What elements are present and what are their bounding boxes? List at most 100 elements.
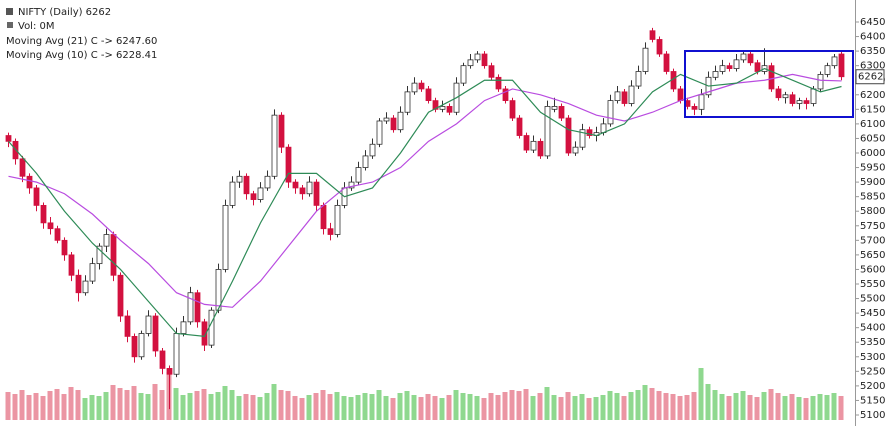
candle-body [467,59,474,67]
candle-body [243,175,250,195]
volume-bar [376,390,382,420]
volume-bar [565,392,571,420]
candle-body [152,315,159,352]
candle-body [544,106,551,157]
volume-bar [180,395,186,420]
moving-average-line [8,67,842,338]
volume-bar [369,394,375,420]
last-price-label: 6262 [858,72,883,83]
volume-bar [656,391,662,420]
candle-body [614,91,621,102]
volume-bar [89,395,95,420]
candle-body [355,167,362,183]
moving-average-line [8,73,842,308]
candle-body [208,309,215,346]
candle-body [656,39,663,55]
volume-bar [691,392,697,420]
volume-bar [516,391,522,420]
volume-bar [789,394,795,420]
volume-bar [838,396,844,420]
candle-body [187,292,194,323]
candle-body [649,30,656,40]
volume-bar [173,388,179,420]
volume-bar [201,389,207,420]
volume-bar [334,392,340,420]
volume-bar [40,396,46,420]
candle-body [54,228,61,241]
candle-body [817,74,824,90]
candle-body [530,140,537,151]
y-tick-label: 5600 [860,264,885,275]
volume-bar [5,392,11,420]
volume-bar [306,395,312,420]
candle-body [285,146,292,183]
y-tick-label: 5100 [860,410,885,421]
candle-body [47,222,54,230]
volume-bar [607,391,613,420]
volume-bar [341,396,347,420]
candle-body [789,94,796,104]
volume-bar [810,396,816,420]
volume-bar [719,394,725,420]
candle-body [362,155,369,168]
volume-bar [726,396,732,420]
candle-body [558,106,565,119]
volume-bar [404,391,410,420]
volume-bar [600,395,606,420]
candle-body [138,333,145,358]
candle-body [5,135,12,142]
volume-bar [460,393,466,420]
y-tick-label: 6050 [860,133,885,144]
y-tick-label: 5550 [860,279,885,290]
volume-bar [159,390,165,420]
volume-bar [33,393,39,420]
volume-bar [96,396,102,420]
y-tick-label: 5450 [860,308,885,319]
candle-body [768,65,775,90]
volume-bar [768,389,774,420]
candle-body [292,181,299,189]
candle-body [194,292,201,323]
candle-body [124,315,131,337]
volume-bar [509,390,515,420]
volume-bar [124,390,130,420]
volume-bar [68,387,74,420]
candle-body [145,315,152,334]
y-tick-label: 6200 [860,90,885,101]
candle-body [642,47,649,72]
candle-body [677,88,684,102]
volume-bar [684,395,690,420]
candle-body [446,106,453,113]
volume-bar [418,397,424,420]
y-tick-label: 5700 [860,235,885,246]
volume-bar [425,394,431,420]
candle-body [320,204,327,230]
candle-body [488,65,495,78]
candle-body [26,175,33,189]
volume-bar [327,394,333,420]
candle-body [565,117,572,154]
candle-body [411,82,418,93]
volume-bar [670,394,676,420]
volume-bar [502,392,508,420]
volume-bar [544,387,550,420]
volume-bar [138,393,144,420]
volume-bar [740,391,746,420]
volume-bar [586,398,592,420]
candle-body [509,100,516,119]
candle-body [551,106,558,110]
volume-bar [131,386,137,420]
candle-body [740,53,747,61]
volume-bar [110,385,116,420]
volume-bar [453,390,459,420]
candle-body [810,88,817,104]
y-tick-label: 6400 [860,32,885,43]
volume-bar [467,394,473,420]
volume-bar [488,393,494,420]
volume-bar [761,392,767,420]
candle-body [271,114,278,177]
legend-entry: Moving Avg (21) C -> 6247.60 [6,36,157,47]
candle-body [264,175,271,189]
volume-bar [278,390,284,420]
